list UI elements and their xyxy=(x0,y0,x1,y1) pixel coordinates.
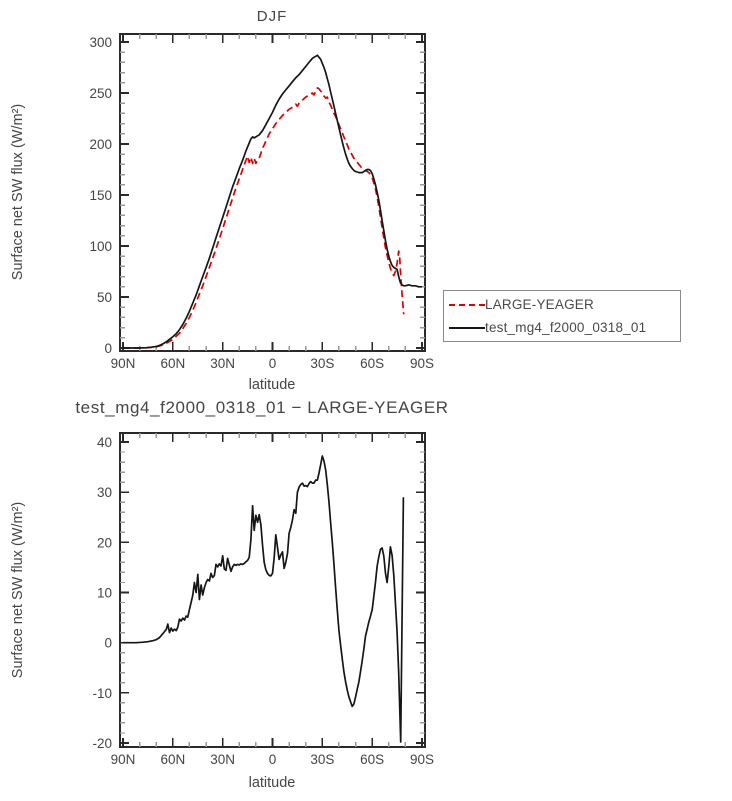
legend-black-solid-line-sample xyxy=(449,326,485,329)
x-tick-label: 90S xyxy=(410,752,434,767)
legend-label-large-yeager: LARGE-YEAGER xyxy=(485,297,594,312)
top-y-axis-label: Surface net SW flux (W/m²) xyxy=(10,104,26,280)
x-tick-label: 90N xyxy=(111,752,136,767)
legend-red-dashed-line-sample xyxy=(449,303,485,306)
series-line-difference-test-mg4-f2000-0318-01-minus-large-yeager- xyxy=(123,455,405,743)
bottom-chart: test_mg4_f2000_0318_01 − LARGE-YEAGER Su… xyxy=(10,398,448,791)
bottom-chart-title: test_mg4_f2000_0318_01 − LARGE-YEAGER xyxy=(75,398,448,417)
y-tick-label: 150 xyxy=(89,188,112,203)
y-tick-label: 50 xyxy=(97,290,112,305)
bottom-y-axis-label: Surface net SW flux (W/m²) xyxy=(10,502,26,678)
legend-item-test-mg4: test_mg4_f2000_0318_01 xyxy=(449,316,680,339)
top-chart-title: DJF xyxy=(257,8,288,25)
series-line-test-mg4-f2000-0318-01 xyxy=(123,54,422,349)
x-tick-label: 0 xyxy=(269,752,277,767)
y-tick-label: 0 xyxy=(104,636,112,651)
x-tick-label: 30S xyxy=(310,356,334,371)
series-line-large-yeager xyxy=(123,87,405,349)
x-tick-label: 60N xyxy=(160,356,185,371)
x-tick-label: 60N xyxy=(160,752,185,767)
y-tick-label: -20 xyxy=(92,736,112,751)
legend-label-test-mg4: test_mg4_f2000_0318_01 xyxy=(485,320,647,335)
y-tick-label: 30 xyxy=(97,485,112,500)
legend-item-large-yeager: LARGE-YEAGER xyxy=(449,293,680,316)
x-tick-label: 60S xyxy=(360,356,384,371)
y-tick-label: -10 xyxy=(92,686,112,701)
top-x-axis-label: latitude xyxy=(249,377,296,393)
plot-frame xyxy=(119,432,426,748)
y-tick-label: 300 xyxy=(89,35,112,50)
top-plot-area: 90N 60N 30N 0 30S 60S 90S 300 250 200 150 100 50 0 xyxy=(89,33,434,371)
y-tick-label: 250 xyxy=(89,86,112,101)
y-tick-label: 40 xyxy=(97,435,112,450)
x-tick-label: 60S xyxy=(360,752,384,767)
legend-box: LARGE-YEAGER test_mg4_f2000_0318_01 xyxy=(443,290,681,342)
bottom-x-axis-label: latitude xyxy=(249,775,296,791)
top-chart: DJF Surface net SW flux (W/m²) latitude … xyxy=(10,8,434,393)
x-tick-label: 0 xyxy=(269,356,277,371)
x-tick-label: 30N xyxy=(210,752,235,767)
plot-frame xyxy=(119,33,426,352)
x-tick-label: 90S xyxy=(410,356,434,371)
y-tick-label: 100 xyxy=(89,239,112,254)
y-tick-label: 10 xyxy=(97,586,112,601)
bottom-plot-area: 90N 60N 30N 0 30S 60S 90S 40 30 20 10 0 -10 -20 xyxy=(92,432,434,767)
x-tick-label: 30N xyxy=(210,356,235,371)
y-tick-label: 200 xyxy=(89,137,112,152)
x-tick-label: 30S xyxy=(310,752,334,767)
y-tick-label: 20 xyxy=(97,535,112,550)
x-tick-label: 90N xyxy=(111,356,136,371)
y-tick-label: 0 xyxy=(104,341,112,356)
